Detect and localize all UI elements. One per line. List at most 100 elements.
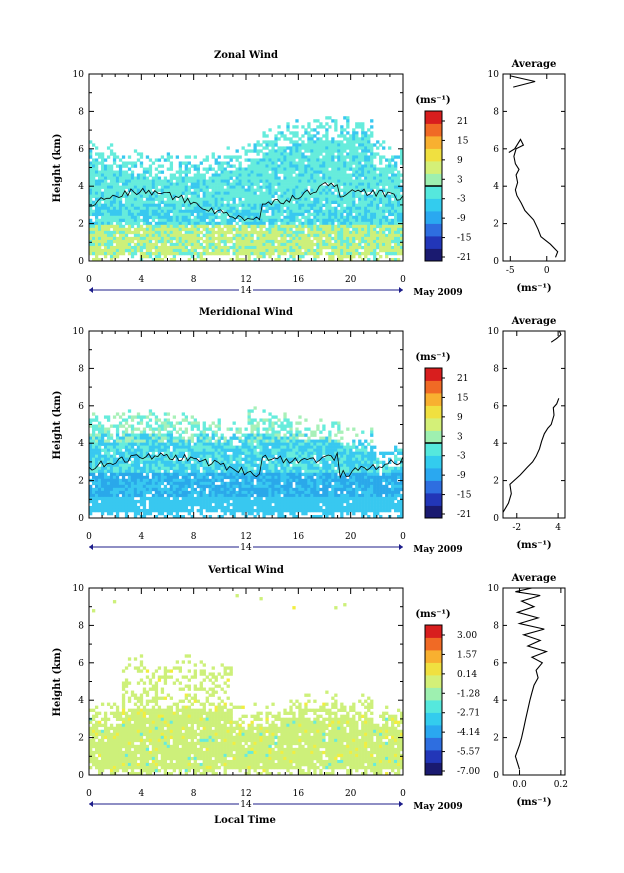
heatmap-cell: [133, 215, 138, 220]
heatmap-cell: [322, 179, 326, 183]
heatmap-cell: [163, 221, 168, 226]
heatmap-cell: [262, 176, 266, 180]
heatmap-cell: [253, 158, 257, 162]
heatmap-cell: [259, 203, 263, 208]
heatmap-cell: [91, 418, 96, 422]
heatmap-cell: [154, 490, 159, 495]
heatmap-cell: [400, 200, 404, 204]
heatmap-cell: [175, 454, 180, 458]
heatmap-cell: [292, 146, 296, 150]
heatmap-cell: [217, 424, 221, 428]
heatmap-cell: [97, 490, 102, 495]
heatmap-cell: [280, 149, 284, 153]
heatmap-cell: [292, 182, 296, 186]
heatmap-cell: [313, 194, 317, 198]
heatmap-cell: [259, 242, 263, 247]
heatmap-cell: [337, 224, 341, 229]
heatmap-cell: [379, 161, 383, 165]
heatmap-cell: [232, 224, 236, 229]
heatmap-cell: [277, 227, 281, 232]
heatmap-cell: [211, 221, 215, 226]
heatmap-cell: [229, 496, 233, 501]
heatmap-cell: [277, 248, 281, 253]
heatmap-cell: [94, 224, 99, 229]
heatmap-cell: [133, 182, 138, 186]
heatmap-cell: [310, 233, 314, 238]
heatmap-cell: [355, 176, 359, 180]
heatmap-cell: [238, 167, 242, 171]
heatmap-cell: [367, 209, 371, 214]
heatmap-cell: [226, 173, 230, 177]
heatmap-cell: [100, 436, 105, 440]
heatmap-cell: [181, 188, 185, 192]
heatmap-cell: [367, 242, 371, 247]
heatmap-cell: [259, 221, 263, 226]
heatmap-cell: [223, 209, 227, 214]
heatmap-cell: [286, 206, 290, 211]
heatmap-cell: [106, 436, 111, 440]
heatmap-cell: [103, 248, 108, 253]
heatmap-cell: [127, 499, 132, 504]
heatmap-cell: [325, 134, 329, 138]
heatmap-cell: [322, 149, 326, 153]
heatmap-cell: [379, 158, 383, 162]
heatmap-cell: [298, 194, 302, 198]
heatmap-cell: [193, 176, 197, 180]
heatmap-cell: [280, 221, 284, 226]
heatmap-cell: [133, 475, 138, 480]
heatmap-cell: [322, 239, 326, 244]
heatmap-cell: [133, 212, 138, 217]
heatmap-cell: [139, 242, 144, 247]
heatmap-cell: [352, 239, 356, 244]
heatmap-cell: [274, 230, 278, 235]
heatmap-cell: [106, 490, 111, 495]
heatmap-cell: [184, 490, 188, 495]
heatmap-cell: [91, 466, 96, 471]
heatmap-cell: [175, 481, 180, 486]
heatmap-cell: [115, 427, 120, 431]
heatmap-cell: [145, 248, 150, 253]
heatmap-cell: [139, 481, 144, 486]
heatmap-cell: [307, 236, 311, 241]
heatmap-cell: [352, 215, 356, 220]
heatmap-cell: [310, 158, 314, 162]
heatmap-cell: [100, 176, 105, 180]
heatmap-cell: [325, 146, 329, 150]
heatmap-cell: [319, 137, 323, 141]
heatmap-cell: [376, 218, 380, 223]
heatmap-cell: [103, 173, 108, 177]
heatmap-cell: [229, 185, 233, 189]
heatmap-cell: [349, 197, 353, 201]
heatmap-cell: [304, 176, 308, 180]
heatmap-cell: [139, 248, 144, 253]
heatmap-cell: [109, 505, 114, 510]
heatmap-cell: [388, 182, 392, 186]
heatmap-cell: [193, 433, 197, 437]
heatmap-cell: [160, 466, 165, 471]
heatmap-cell: [118, 170, 123, 174]
heatmap-cell: [217, 436, 221, 440]
heatmap-cell: [337, 230, 341, 235]
heatmap-cell: [136, 152, 141, 156]
heatmap-cell: [370, 242, 374, 247]
heatmap-cell: [340, 218, 344, 223]
heatmap-cell: [205, 227, 209, 232]
heatmap-cell: [349, 206, 353, 211]
heatmap-cell: [97, 442, 102, 446]
heatmap-cell: [160, 436, 165, 440]
heatmap-cell: [343, 134, 347, 138]
heatmap-cell: [151, 448, 156, 452]
heatmap-cell: [130, 239, 135, 244]
heatmap-cell: [115, 215, 120, 220]
heatmap-cell: [187, 167, 191, 171]
heatmap-cell: [310, 134, 314, 138]
heatmap-cell: [100, 484, 105, 489]
heatmap-cell: [334, 173, 338, 177]
heatmap-cell: [172, 442, 177, 446]
heatmap-cell: [337, 173, 341, 177]
heatmap-cell: [286, 137, 290, 141]
heatmap-cell: [109, 469, 114, 474]
heatmap-cell: [166, 179, 171, 183]
heatmap-cell: [247, 233, 251, 238]
heatmap-cell: [217, 472, 221, 477]
